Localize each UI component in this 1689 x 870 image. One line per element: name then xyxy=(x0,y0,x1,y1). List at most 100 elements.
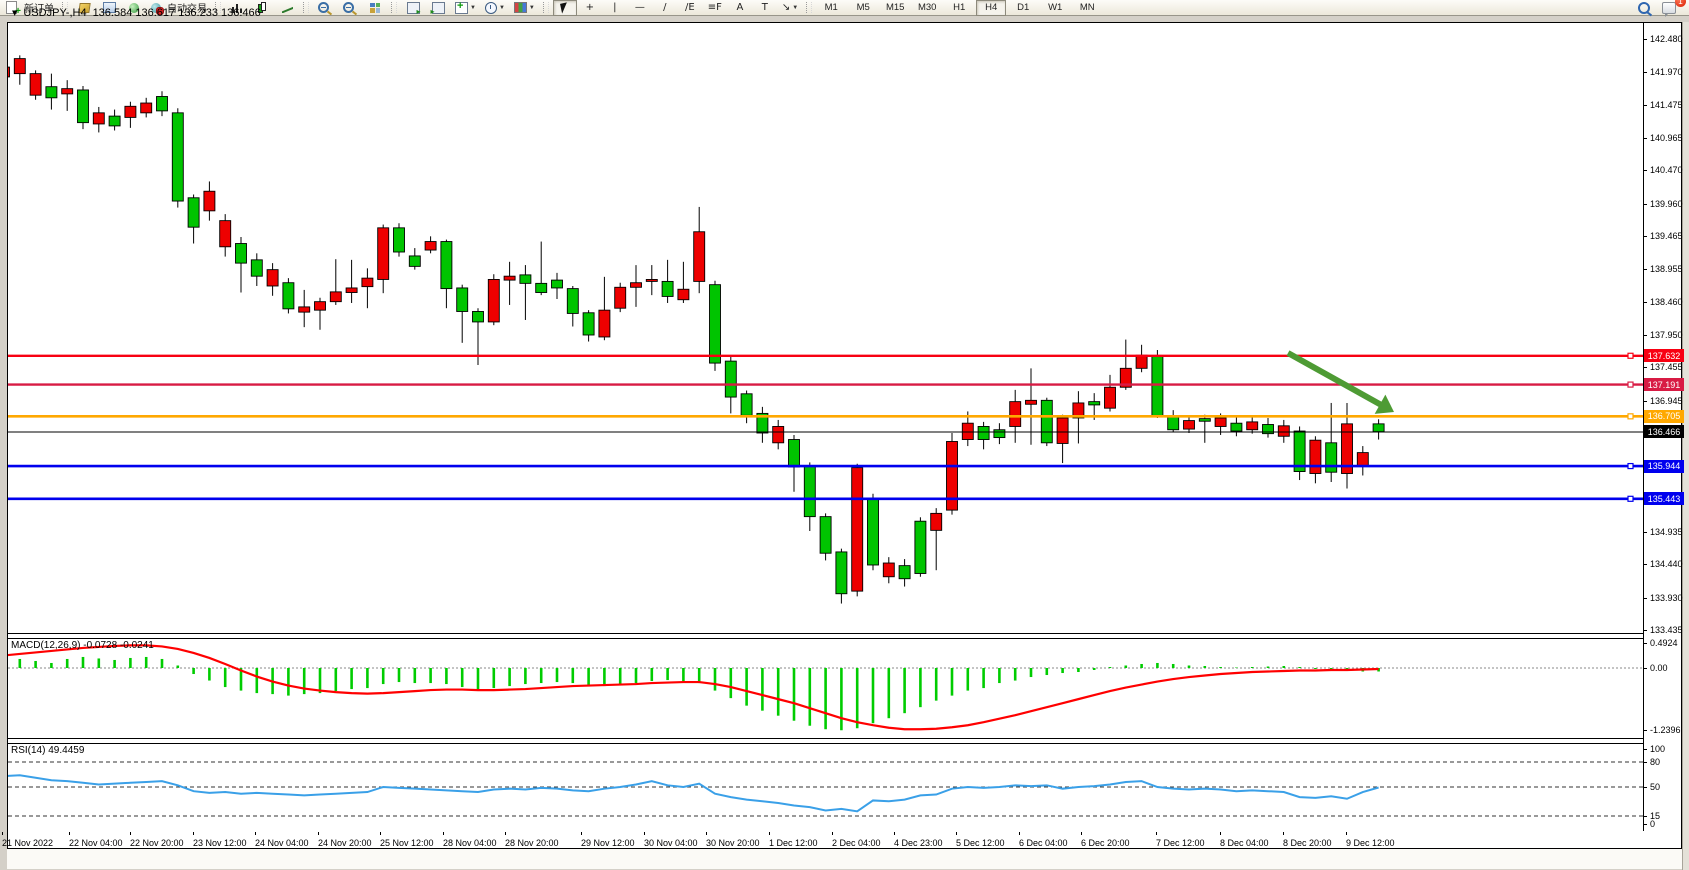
candle-chart-icon xyxy=(257,2,267,13)
tile-windows-button[interactable] xyxy=(363,0,387,16)
template-button[interactable]: ▼ xyxy=(510,0,539,16)
rsi-splitter[interactable] xyxy=(8,738,1643,744)
price-tick-label: 138.460 xyxy=(1650,296,1683,307)
price-tick-label: 141.475 xyxy=(1650,99,1683,110)
fibonacci-tool-icon: ≡F xyxy=(707,2,722,13)
timeframe-h4-button[interactable]: H4 xyxy=(976,0,1007,16)
autotrade-button[interactable]: 自动交易 xyxy=(147,0,211,16)
collapse-icon[interactable]: ▼ xyxy=(12,9,18,17)
macd-label: MACD(12,26,9) -0.0728 -0.0241 xyxy=(11,640,154,651)
vertical-line-tool-button[interactable]: | xyxy=(603,0,627,16)
timeframe-m1-button[interactable]: M1 xyxy=(824,2,838,13)
timeframe-d1-button[interactable]: D1 xyxy=(1017,2,1030,13)
price-level-badge: 137.191 xyxy=(1644,378,1684,392)
time-tick-mark xyxy=(1346,832,1347,835)
chart-shift-button[interactable] xyxy=(426,0,450,16)
time-tick-mark xyxy=(255,832,256,835)
timeframe-m15-button[interactable]: M15 xyxy=(885,2,905,13)
time-tick-mark xyxy=(706,832,707,835)
dropdown-arrow-icon: ▼ xyxy=(528,4,535,11)
price-tick-label: 136.945 xyxy=(1650,395,1683,406)
search-button[interactable] xyxy=(1632,0,1656,16)
period-button[interactable]: ▼ xyxy=(481,0,509,16)
dropdown-arrow-icon: ▼ xyxy=(470,4,476,11)
price-tick-mark xyxy=(1643,137,1647,139)
price-tick-label: 134.935 xyxy=(1650,526,1683,537)
time-tick-mark xyxy=(1220,832,1221,835)
timeframe-m5-button[interactable]: M5 xyxy=(856,2,870,13)
time-axis[interactable] xyxy=(7,848,1682,869)
time-tick-mark xyxy=(956,832,957,835)
rsi-tick-label: 15 xyxy=(1650,811,1661,821)
price-level-badge: 135.944 xyxy=(1644,459,1684,473)
timeframe-m30-button[interactable]: M30 xyxy=(917,2,937,13)
horizontal-line-tool-button[interactable]: — xyxy=(628,0,652,16)
navigator-button[interactable] xyxy=(122,0,146,16)
toolbar-separator xyxy=(391,2,397,13)
time-tick-label: 25 Nov 12:00 xyxy=(380,838,434,848)
channel-tool-button[interactable]: /E xyxy=(678,0,702,16)
add-indicator-icon xyxy=(455,0,468,14)
label-tool-button[interactable]: T xyxy=(753,0,777,16)
rsi-tick-label: 0 xyxy=(1650,819,1656,829)
bar-chart-button[interactable] xyxy=(225,0,249,16)
zoom-in-button[interactable] xyxy=(313,0,337,16)
price-tick-mark xyxy=(1643,367,1647,369)
macd-tick-mark xyxy=(1643,730,1647,732)
price-level-badge: 137.632 xyxy=(1644,349,1684,363)
auto-scroll-button[interactable] xyxy=(401,0,425,16)
price-tick-mark xyxy=(1643,104,1647,106)
macd-splitter[interactable] xyxy=(8,633,1643,639)
tile-windows-icon xyxy=(370,2,380,13)
time-tick-mark xyxy=(894,832,895,835)
text-tool-button[interactable]: A xyxy=(728,0,752,16)
rsi-tick-mark xyxy=(1643,816,1647,817)
time-tick-mark xyxy=(1081,832,1082,835)
time-tick-mark xyxy=(380,832,381,835)
chat-icon xyxy=(1662,1,1676,17)
price-tick-mark xyxy=(1643,301,1647,303)
data-window-button[interactable] xyxy=(97,0,121,16)
cursor-icon xyxy=(560,1,570,14)
chart-symbol-period: USDJPY-,H4 xyxy=(23,7,87,19)
new-order-icon xyxy=(6,1,21,17)
toolbar-separator xyxy=(806,2,813,13)
time-tick-label: 28 Nov 04:00 xyxy=(443,838,497,848)
notifications-button[interactable]: 1 xyxy=(1657,0,1686,17)
macd-tick-mark xyxy=(1643,643,1647,645)
price-tick-mark xyxy=(1643,597,1647,599)
window-scroll-strip[interactable] xyxy=(1682,22,1689,870)
price-tick-label: 138.955 xyxy=(1650,264,1683,275)
timeframe-w1-button[interactable]: W1 xyxy=(1048,2,1063,13)
timeframe-mn-button[interactable]: MN xyxy=(1079,2,1095,13)
time-tick-label: 30 Nov 04:00 xyxy=(644,838,698,848)
time-tick-label: 24 Nov 20:00 xyxy=(318,838,372,848)
rsi-tick-label: 80 xyxy=(1650,757,1661,767)
rsi-tick-mark xyxy=(1643,787,1647,788)
zoom-out-button[interactable] xyxy=(338,0,362,16)
timeframe-h1-button[interactable]: H1 xyxy=(953,2,966,13)
chart-plot-background[interactable] xyxy=(7,22,1682,850)
candle-chart-button[interactable] xyxy=(250,0,274,16)
cursor-tool-button[interactable] xyxy=(552,0,577,16)
fibonacci-tool-button[interactable]: ≡F xyxy=(703,0,727,16)
time-tick-label: 22 Nov 04:00 xyxy=(69,838,123,848)
add-indicator-button[interactable]: ▼ xyxy=(451,0,480,16)
time-tick-label: 1 Dec 12:00 xyxy=(769,838,818,848)
price-level-badge: 135.443 xyxy=(1644,492,1684,506)
arrows-tool-button[interactable]: ↘ ▼ xyxy=(778,0,802,16)
time-tick-mark xyxy=(318,832,319,835)
new-order-button[interactable]: 新订单 xyxy=(2,0,58,17)
price-tick-label: 139.465 xyxy=(1650,231,1683,241)
toolbar-separator xyxy=(303,2,309,13)
time-tick-label: 5 Dec 12:00 xyxy=(956,838,1005,848)
data-window-icon xyxy=(102,2,116,13)
time-tick-label: 29 Nov 12:00 xyxy=(581,838,635,848)
macd-tick-label: 0.00 xyxy=(1650,663,1668,673)
crosshair-tool-button[interactable]: + xyxy=(578,0,602,16)
price-axis-border xyxy=(1643,23,1644,831)
time-tick-label: 30 Nov 20:00 xyxy=(706,838,760,848)
search-icon xyxy=(1638,1,1650,14)
line-chart-button[interactable] xyxy=(275,0,299,16)
trendline-tool-button[interactable]: / xyxy=(653,0,677,16)
